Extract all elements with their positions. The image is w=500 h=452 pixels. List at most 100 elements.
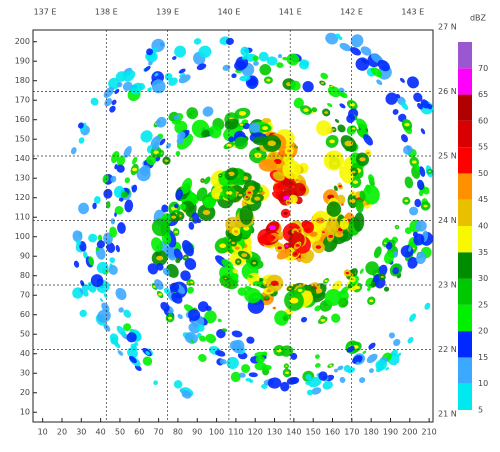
echo-core [231,241,236,245]
echo-core [132,167,138,172]
echo-cell [151,237,163,252]
echo-cell [404,176,414,189]
echo-core [332,128,336,131]
echo-core [351,170,356,174]
echo-core [158,293,162,296]
echo-core [286,201,290,204]
echo-cell [219,358,227,365]
echo-cell [258,51,269,62]
echo-core [224,277,227,280]
echo-cell [184,257,197,270]
echo-cell [90,97,99,106]
echo-cell [231,73,237,79]
echo-core [324,111,329,114]
echo-core [243,226,250,231]
echo-cell [73,260,80,268]
echo-cell [230,371,241,383]
echo-cell [165,245,177,261]
echo-cell [339,376,346,383]
echo-cell [110,218,116,225]
echo-cell [190,339,195,343]
echo-core [359,157,366,162]
echo-cell [255,355,265,364]
echo-cell [97,234,103,242]
echo-cell [234,60,247,71]
x-tick-label: 50 [115,428,125,437]
echo-cell [115,244,120,253]
echo-cell [188,322,201,334]
echo-core [349,103,355,107]
echo-cell [221,259,234,269]
echo-core [236,260,240,263]
echo-core [295,178,300,182]
echo-cell [154,72,159,77]
echo-core [283,212,288,215]
echo-core [428,170,431,173]
lon-label: 140 E [217,8,240,17]
echo-cell [307,376,322,388]
y-tick-label: 80 [20,271,30,280]
colorbar-label: 35 [478,248,488,257]
echo-cell [415,220,427,232]
echo-cell [221,328,228,332]
echo-core [247,191,252,194]
colorbar-band [458,252,472,279]
echo-cell [388,332,396,339]
echo-cell [360,46,372,56]
echo-cell [314,354,320,359]
echo-core [352,127,356,130]
echo-cell [153,380,158,386]
echo-cell [416,179,425,191]
echo-cell [266,56,278,66]
echo-cell [96,240,106,249]
echo-core [238,193,243,197]
echo-cell [176,137,184,145]
echo-core [262,126,269,131]
colorbar-label: 30 [478,274,488,283]
echo-cell [355,361,360,365]
lon-label: 138 E [95,8,118,17]
echo-cell [126,332,137,343]
echo-cell [178,68,186,74]
echo-cell [331,313,341,323]
echo-cell [258,158,277,172]
x-tick-label: 110 [228,428,243,437]
echo-cell [102,174,109,184]
echo-core [201,179,204,182]
echo-cell [373,246,382,259]
echo-cell [181,177,193,194]
echo-cell [83,290,89,297]
echo-cell [289,80,301,91]
echo-cell [162,267,170,276]
y-tick-label: 50 [20,330,30,339]
echo-cell [419,166,426,177]
x-tick-label: 150 [306,428,321,437]
echo-core [238,110,247,116]
echo-cell [123,309,132,318]
echo-core [273,307,276,309]
echo-cell [117,155,126,167]
echo-cell [238,372,246,378]
echo-cell [106,201,111,209]
echo-cell [204,176,211,185]
echo-cell [196,324,205,332]
echo-cell [111,99,117,106]
lat-label: 24 N [438,216,457,225]
echo-cell [384,250,395,264]
colorbar-label: 40 [478,222,488,231]
echo-cell [88,256,95,266]
echo-cell [282,160,302,180]
y-tick-label: 140 [15,154,30,163]
echo-cell [110,175,117,183]
echo-core [252,261,257,265]
echo-cell [290,352,298,360]
echo-cell [232,268,239,274]
echo-cell [181,390,192,399]
echo-cell [156,262,164,271]
echo-cell [314,363,321,368]
colorbar-unit: dBZ [470,14,487,23]
echo-core [366,151,370,155]
echo-cell [293,182,306,197]
echo-cell [246,336,255,344]
echo-core [322,231,325,234]
